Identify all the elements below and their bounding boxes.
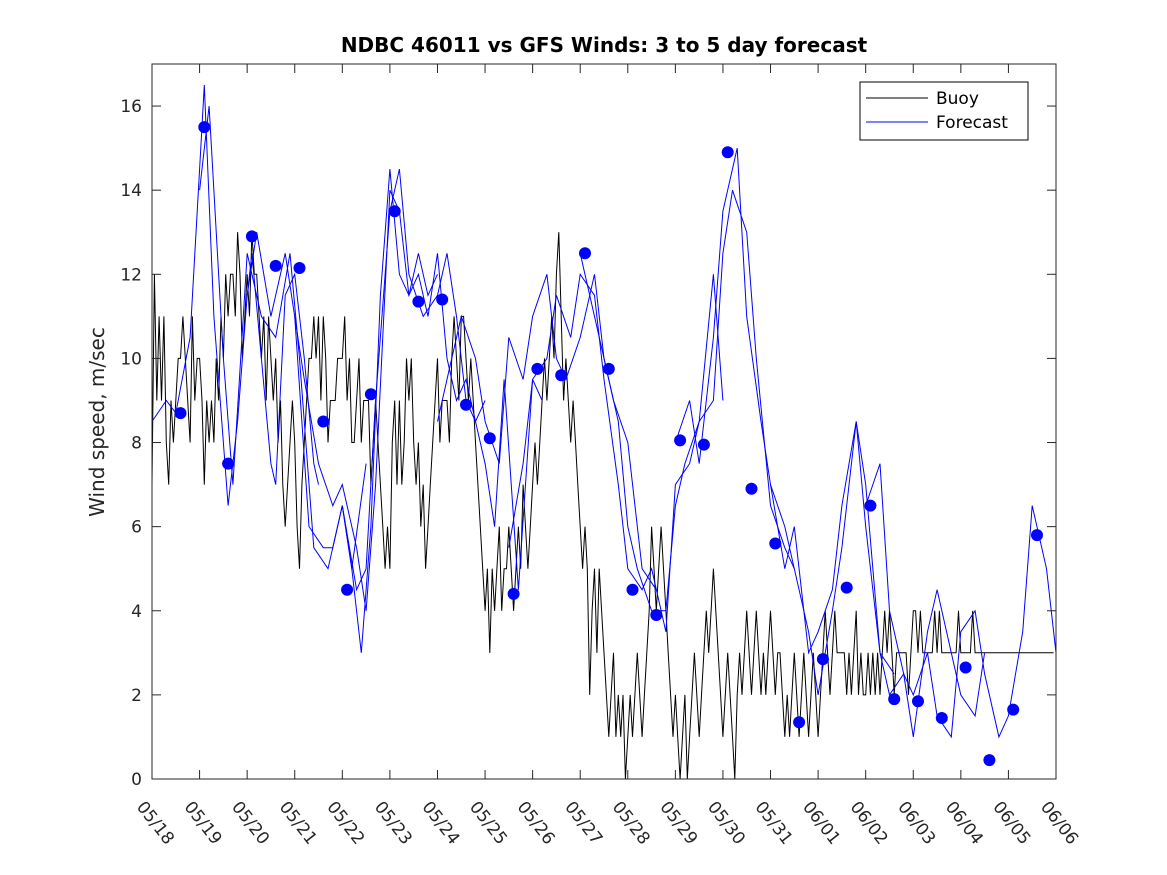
forecast-marker bbox=[959, 661, 972, 674]
y-tick-label: 8 bbox=[131, 434, 142, 454]
y-axis-label: Wind speed, m/sec bbox=[85, 327, 109, 517]
chart-title: NDBC 46011 vs GFS Winds: 3 to 5 day fore… bbox=[341, 33, 868, 57]
forecast-marker bbox=[579, 247, 591, 260]
forecast-marker bbox=[912, 695, 924, 708]
forecast-marker bbox=[436, 293, 449, 306]
forecast-marker bbox=[531, 362, 544, 375]
y-tick-label: 0 bbox=[131, 770, 142, 790]
y-tick-label: 6 bbox=[131, 518, 142, 538]
forecast-marker bbox=[888, 693, 901, 706]
forecast-marker bbox=[1031, 529, 1043, 542]
forecast-series-line-10 bbox=[770, 421, 986, 737]
forecast-marker bbox=[317, 415, 330, 428]
forecast-series-line-11 bbox=[865, 463, 1057, 739]
forecast-marker bbox=[198, 121, 211, 134]
forecast-marker bbox=[245, 230, 258, 243]
forecast-marker bbox=[935, 712, 948, 724]
axes-frame bbox=[151, 63, 1057, 780]
forecast-series-line-7 bbox=[508, 272, 724, 632]
y-tick-label: 14 bbox=[120, 181, 142, 201]
y-tick-label: 4 bbox=[131, 602, 142, 622]
forecast-marker bbox=[721, 146, 734, 159]
forecast-marker bbox=[626, 583, 639, 596]
forecast-marker bbox=[174, 407, 187, 420]
forecast-marker bbox=[1007, 703, 1020, 716]
forecast-marker bbox=[412, 295, 425, 308]
forecast-marker bbox=[388, 205, 401, 218]
forecast-marker bbox=[697, 438, 710, 451]
forecast-marker bbox=[293, 262, 306, 274]
legend-label-buoy: Buoy bbox=[936, 89, 979, 109]
y-tick-label: 16 bbox=[120, 97, 142, 117]
forecast-marker bbox=[269, 259, 282, 272]
buoy-series-line bbox=[151, 232, 1054, 780]
forecast-marker bbox=[793, 716, 806, 729]
forecast-marker bbox=[650, 609, 663, 621]
y-tick-label: 12 bbox=[120, 265, 142, 285]
forecast-marker bbox=[364, 388, 377, 401]
forecast-marker bbox=[674, 434, 687, 447]
forecast-marker bbox=[222, 457, 235, 470]
forecast-marker bbox=[745, 482, 758, 495]
forecast-marker bbox=[983, 754, 996, 767]
forecast-marker bbox=[507, 587, 520, 600]
forecast-marker bbox=[341, 583, 354, 596]
forecast-series-line-5 bbox=[341, 168, 543, 592]
forecast-marker bbox=[816, 653, 829, 666]
forecast-marker bbox=[460, 398, 472, 411]
y-tick-label: 10 bbox=[120, 349, 142, 369]
y-tick-label: 2 bbox=[131, 686, 142, 706]
legend-box bbox=[859, 81, 1029, 141]
forecast-marker bbox=[769, 537, 782, 550]
legend: Buoy Forecast bbox=[859, 81, 1029, 141]
forecast-marker bbox=[864, 499, 877, 512]
forecast-series-line-8 bbox=[579, 190, 795, 612]
forecast-marker bbox=[555, 369, 568, 382]
forecast-marker bbox=[483, 432, 496, 445]
forecast-marker bbox=[840, 581, 853, 594]
legend-label-forecast: Forecast bbox=[936, 113, 1008, 133]
forecast-marker bbox=[602, 362, 615, 375]
